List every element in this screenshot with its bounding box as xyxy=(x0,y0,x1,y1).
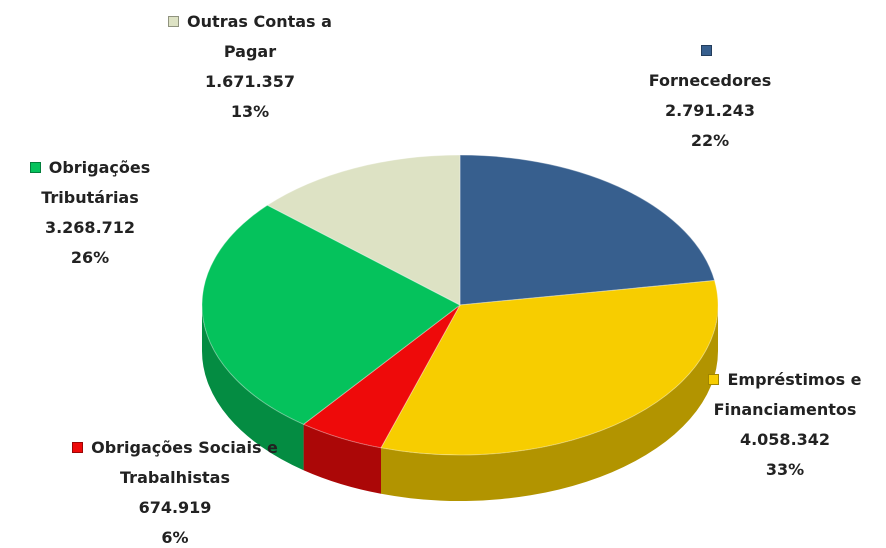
percent-label: 26% xyxy=(70,248,110,267)
slice-side xyxy=(381,305,718,501)
data-label: Outras Contas a Pagar 1.671.357 13% xyxy=(140,7,360,127)
slice xyxy=(459,154,716,306)
percent-label: 13% xyxy=(230,102,270,121)
percent-label: 22% xyxy=(690,131,730,150)
category-label: Obrigações Sociais e Trabalhistas xyxy=(91,438,278,487)
legend-swatch xyxy=(168,16,180,27)
slice-side xyxy=(202,305,304,471)
label-name-row: Obrigações Sociais e Trabalhistas xyxy=(45,433,305,493)
slice xyxy=(201,204,461,425)
legend-swatch xyxy=(29,162,41,173)
label-name-row: Fornecedores xyxy=(640,36,780,96)
legend-swatch xyxy=(72,442,84,453)
slice xyxy=(266,154,461,306)
data-label: Empréstimos e Financiamentos 4.058.342 33% xyxy=(690,365,880,485)
data-label: Obrigações Sociais e Trabalhistas 674.919… xyxy=(45,433,305,548)
value-label: 674.919 xyxy=(138,498,212,517)
value-label: 3.268.712 xyxy=(44,218,136,237)
slice xyxy=(380,280,719,456)
percent-label: 33% xyxy=(765,460,805,479)
slice xyxy=(302,304,461,449)
value-label: 1.671.357 xyxy=(204,72,296,91)
label-name-row: Empréstimos e Financiamentos xyxy=(690,365,880,425)
value-label: 4.058.342 xyxy=(739,430,831,449)
label-name-row: Outras Contas a Pagar xyxy=(140,7,360,67)
legend-swatch xyxy=(708,374,720,385)
data-label: Obrigações Tributárias 3.268.712 26% xyxy=(10,153,170,273)
legend-swatch xyxy=(700,45,712,56)
label-name-row: Obrigações Tributárias xyxy=(10,153,170,213)
slice-side xyxy=(303,424,382,494)
category-label: Outras Contas a Pagar xyxy=(187,12,332,61)
value-label: 2.791.243 xyxy=(664,101,756,120)
data-label: Fornecedores 2.791.243 22% xyxy=(640,36,780,156)
category-label: Fornecedores xyxy=(648,71,772,90)
percent-label: 6% xyxy=(161,528,189,547)
category-label: Obrigações Tributárias xyxy=(41,158,151,207)
category-label: Empréstimos e Financiamentos xyxy=(713,370,862,419)
